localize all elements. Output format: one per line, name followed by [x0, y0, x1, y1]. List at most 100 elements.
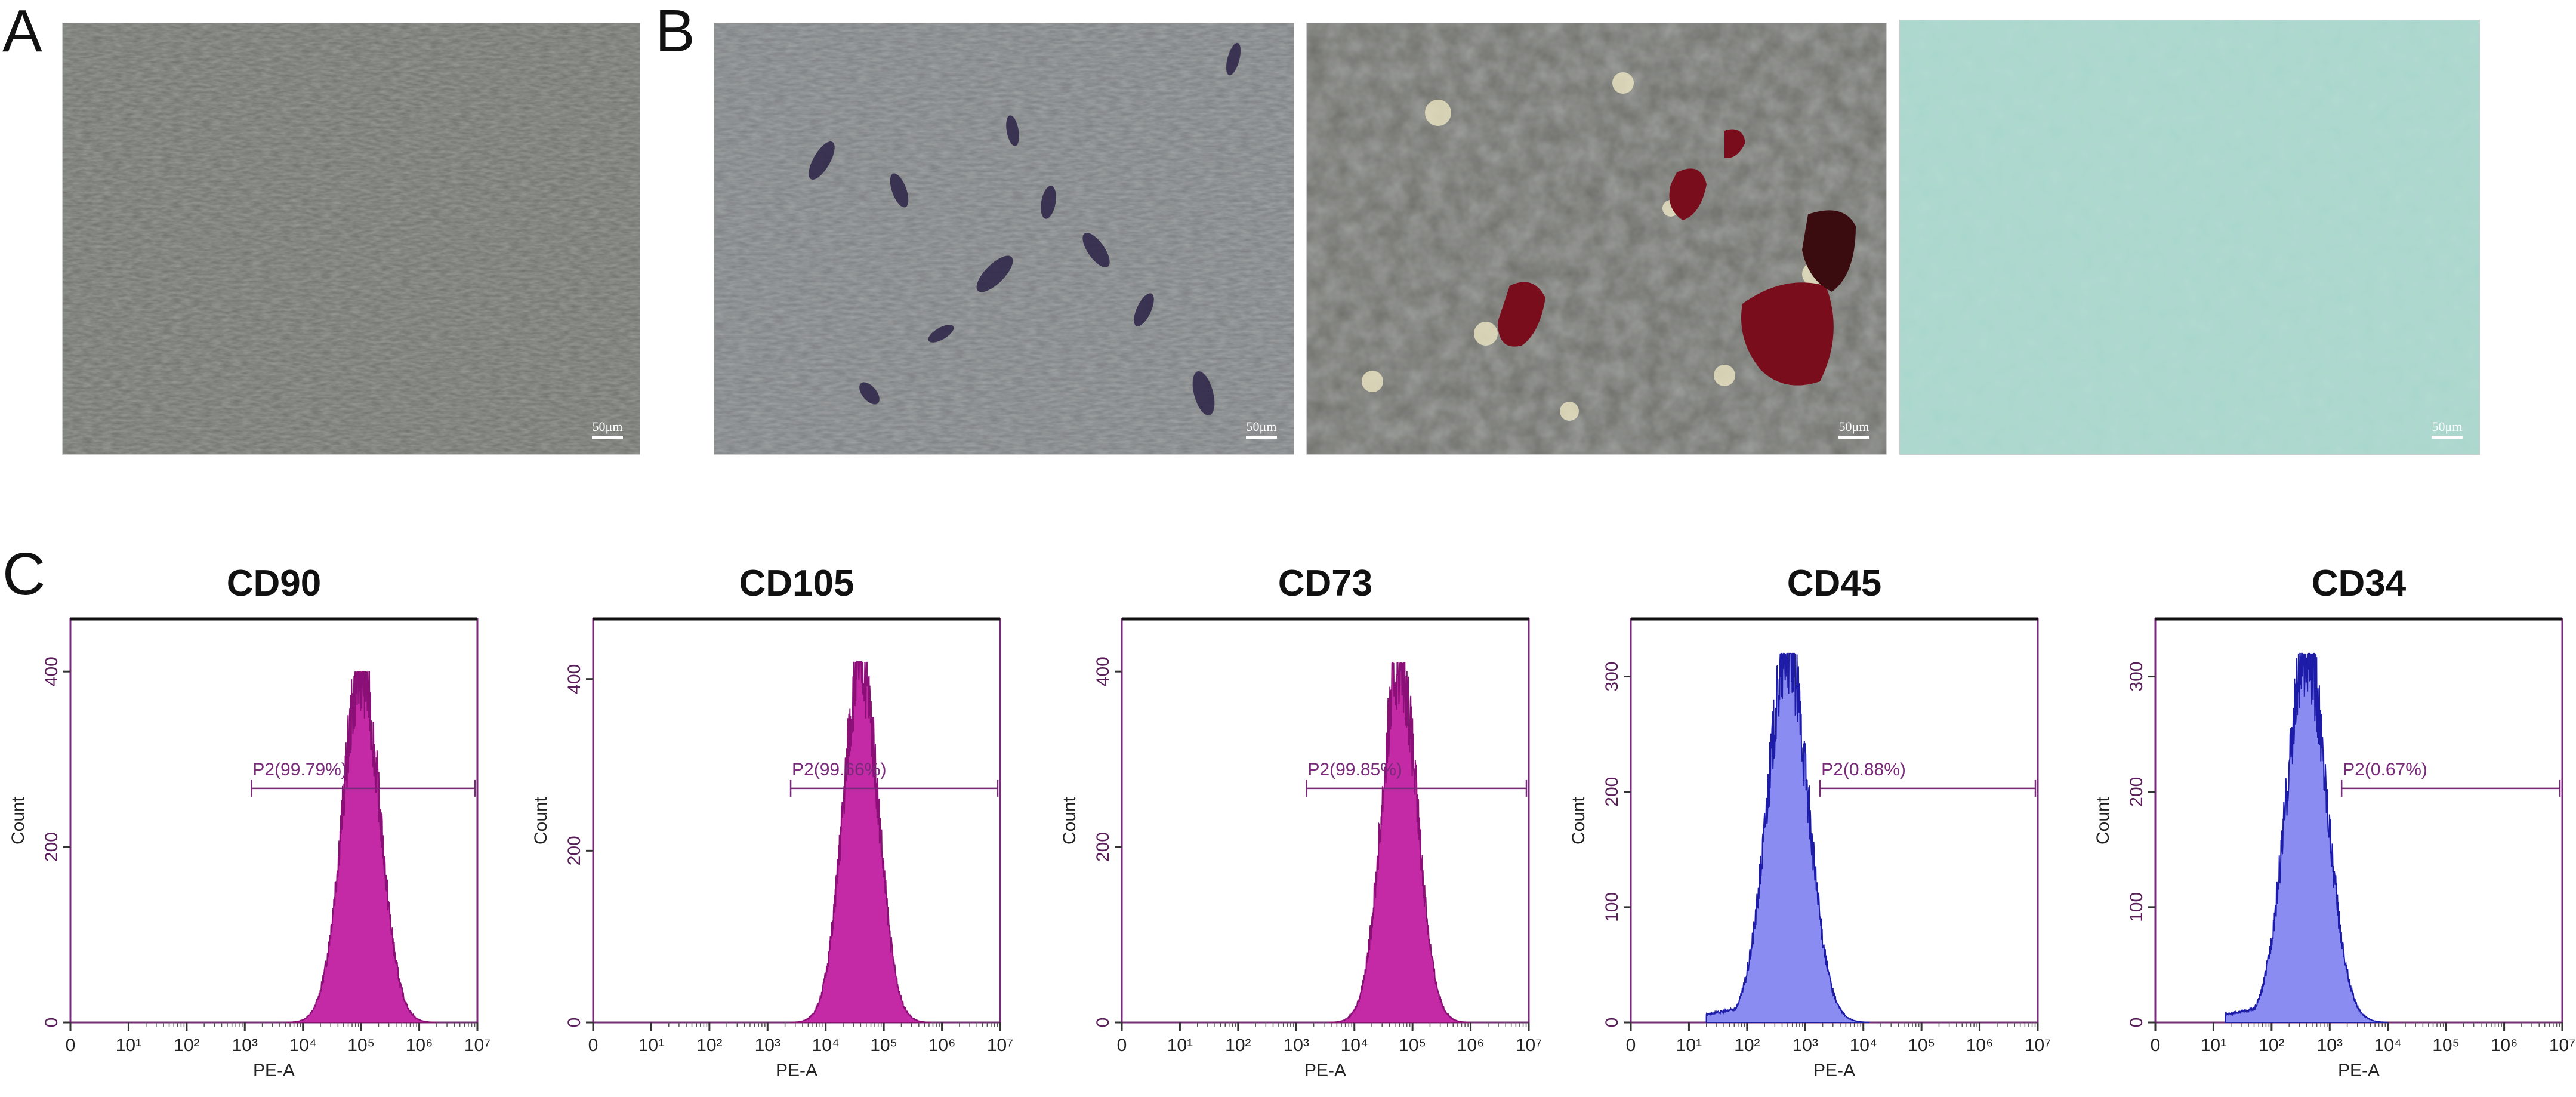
- x-tick-label: 10³: [2317, 1036, 2343, 1055]
- y-tick-label: 0: [42, 1018, 61, 1028]
- x-tick-label: 10⁷: [2549, 1036, 2575, 1055]
- plot-frame: [1630, 618, 2039, 1024]
- x-tick-label: 10⁵: [1399, 1036, 1426, 1055]
- x-tick-label: 0: [1117, 1036, 1127, 1055]
- chart-title: CD73: [1278, 563, 1373, 604]
- x-tick-label: 10²: [696, 1036, 722, 1055]
- y-axis-label: Count: [8, 796, 28, 845]
- gate-label: P2(99.79%): [252, 760, 347, 779]
- x-tick-label: 10⁴: [1341, 1036, 1368, 1055]
- y-tick-label: 300: [2127, 662, 2146, 692]
- x-tick-label: 10⁶: [1457, 1036, 1485, 1055]
- x-tick-label: 10⁶: [2491, 1036, 2518, 1055]
- x-tick-label: 10⁵: [2432, 1036, 2460, 1055]
- y-tick-label: 100: [1602, 892, 1622, 922]
- x-tick-label: 10⁴: [2374, 1036, 2402, 1055]
- x-tick-label: 0: [1626, 1036, 1636, 1055]
- chart-title: CD45: [1787, 563, 1882, 604]
- panel-label-b: B: [655, 0, 695, 64]
- scale-bar-b3: 50μm: [2432, 419, 2463, 439]
- y-tick-label: 0: [1602, 1018, 1622, 1028]
- y-tick-label: 200: [42, 832, 61, 862]
- x-tick-label: 10²: [1734, 1036, 1760, 1055]
- panel-label-a: A: [2, 0, 42, 64]
- x-axis-label: PE-A: [776, 1061, 817, 1080]
- x-tick-label: 10⁷: [2025, 1036, 2051, 1055]
- y-tick-label: 200: [1093, 832, 1113, 862]
- scale-bar-label: 50μm: [1838, 419, 1869, 434]
- x-tick-label: 0: [66, 1036, 76, 1055]
- scale-bar-label: 50μm: [2432, 419, 2463, 434]
- y-tick-label: 400: [564, 664, 584, 694]
- histogram-cd34: 0 100 200 300 Count 0 10¹ 10² 10³ 10⁴ 10⁵ 10⁶ 10⁷ PE-…: [2093, 617, 2575, 1080]
- x-tick-label: 10⁷: [1516, 1036, 1542, 1055]
- y-tick-label: 400: [42, 657, 61, 686]
- gate-label: P2(0.67%): [2343, 760, 2427, 779]
- x-tick-label: 10¹: [116, 1036, 141, 1055]
- y-tick-label: 0: [564, 1018, 584, 1028]
- micrograph-b2: 50μm: [1306, 23, 1887, 455]
- x-tick-label: 10⁶: [1966, 1036, 1994, 1055]
- chart-title: CD90: [226, 563, 322, 604]
- x-tick-label: 10⁴: [812, 1036, 840, 1055]
- x-tick-label: 10²: [1225, 1036, 1251, 1055]
- scale-bar-a: 50μm: [592, 419, 623, 439]
- x-tick-label: 10¹: [1167, 1036, 1193, 1055]
- micrograph-b1-image: [714, 23, 1294, 454]
- y-tick-label: 100: [2127, 892, 2146, 922]
- x-axis-label: PE-A: [2338, 1061, 2380, 1080]
- y-tick-label: 200: [1602, 777, 1622, 807]
- panel-label-c: C: [2, 541, 46, 608]
- x-tick-label: 10¹: [1676, 1036, 1702, 1055]
- y-tick-label: 300: [1602, 662, 1622, 692]
- x-tick-label: 0: [2151, 1036, 2161, 1055]
- histogram-area: [790, 661, 931, 1023]
- histogram-cd73: 0 200 400 Count 0 10¹ 10² 10³ 10⁴ 10⁵ 10⁶ 10⁷ PE-A P2…: [1060, 617, 1542, 1080]
- micrograph-b2-image: [1307, 23, 1886, 454]
- histogram-area: [2225, 652, 2389, 1023]
- x-tick-label: 10³: [232, 1036, 258, 1055]
- histogram-cd90: 0 200 400 Count 0 10¹ 10² 10³ 10⁴ 10⁵ 10⁶ 10⁷ PE-A P2…: [8, 617, 490, 1080]
- y-tick-label: 0: [1093, 1018, 1113, 1028]
- x-tick-label: 10⁷: [464, 1036, 490, 1055]
- x-tick-label: 10³: [1793, 1036, 1818, 1055]
- micrograph-a-image: [63, 23, 640, 454]
- x-tick-label: 10¹: [638, 1036, 664, 1055]
- x-tick-label: 10⁵: [1908, 1036, 1935, 1055]
- gate-label: P2(99.66%): [792, 760, 886, 779]
- x-tick-label: 10⁶: [406, 1036, 433, 1055]
- gate-label: P2(0.88%): [1821, 760, 1906, 779]
- y-axis-label: Count: [531, 796, 551, 845]
- histogram-area: [286, 671, 436, 1023]
- x-tick-label: 10³: [755, 1036, 780, 1055]
- micrograph-a: 50μm: [62, 23, 640, 455]
- x-axis-label: PE-A: [253, 1061, 295, 1080]
- plot-frame: [2154, 618, 2563, 1024]
- chart-title: CD105: [739, 563, 854, 604]
- scale-bar-label: 50μm: [1246, 419, 1277, 434]
- x-tick-label: 10⁴: [289, 1036, 317, 1055]
- y-axis-label: Count: [1060, 796, 1079, 845]
- x-axis-label: PE-A: [1304, 1061, 1346, 1080]
- micrograph-b3: 50μm: [1899, 20, 2480, 455]
- y-tick-label: 200: [2127, 777, 2146, 807]
- x-tick-label: 0: [588, 1036, 599, 1055]
- y-axis-label: Count: [1569, 796, 1588, 845]
- micrograph-b1: 50μm: [714, 23, 1294, 455]
- x-tick-label: 10⁵: [870, 1036, 897, 1055]
- histogram-area: [1705, 652, 1870, 1023]
- y-axis-label: Count: [2093, 796, 2113, 845]
- x-tick-label: 10²: [2259, 1036, 2284, 1055]
- x-tick-label: 10⁴: [1850, 1036, 1877, 1055]
- x-tick-label: 10⁵: [347, 1036, 375, 1055]
- y-tick-label: 0: [2127, 1018, 2146, 1028]
- scale-bar-label: 50μm: [592, 419, 623, 434]
- histogram-cd45: 0 100 200 300 Count 0 10¹ 10² 10³ 10⁴ 10⁵ 10⁶ 10⁷ PE-…: [1569, 617, 2051, 1080]
- x-tick-label: 10⁷: [987, 1036, 1013, 1055]
- histogram-cd105: 0 200 400 Count 0 10¹ 10² 10³ 10⁴ 10⁵ 10⁶ 10⁷ PE-A P2…: [531, 617, 1013, 1080]
- x-axis-label: PE-A: [1813, 1061, 1855, 1080]
- gate-label: P2(99.85%): [1307, 760, 1402, 779]
- plot-frame: [1121, 618, 1530, 1024]
- chart-title: CD34: [2311, 563, 2407, 604]
- x-tick-label: 10⁶: [928, 1036, 956, 1055]
